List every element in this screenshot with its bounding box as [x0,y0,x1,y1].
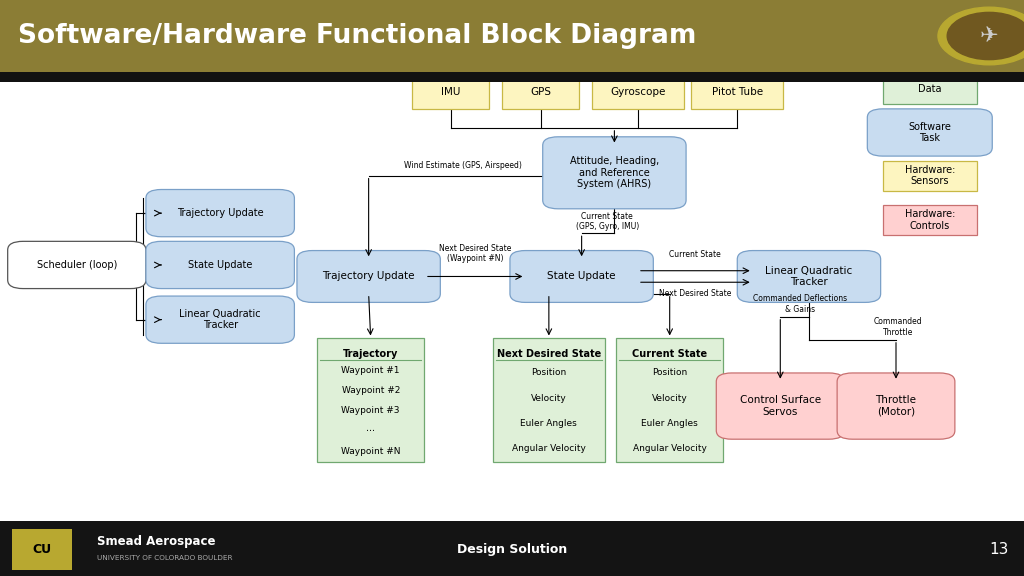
Text: Waypoint #2: Waypoint #2 [341,386,400,395]
FancyBboxPatch shape [146,190,295,237]
FancyBboxPatch shape [493,339,605,462]
Text: Wind Estimate (GPS, Airspeed): Wind Estimate (GPS, Airspeed) [404,161,522,170]
Text: Waypoint #3: Waypoint #3 [341,406,400,415]
Text: Euler Angles: Euler Angles [641,419,698,428]
Text: ⋯: ⋯ [367,426,375,435]
Text: Attitude, Heading,
and Reference
System (AHRS): Attitude, Heading, and Reference System … [569,156,659,190]
Circle shape [938,7,1024,65]
Text: ✈: ✈ [980,26,998,46]
FancyBboxPatch shape [883,205,977,235]
Text: Scheduler (loop): Scheduler (loop) [37,260,117,270]
Text: Next Desired State: Next Desired State [497,349,601,359]
FancyBboxPatch shape [146,296,295,343]
Text: Current State
(GPS, Gyro, IMU): Current State (GPS, Gyro, IMU) [575,212,639,232]
Text: Current State: Current State [670,250,721,259]
FancyBboxPatch shape [510,251,653,302]
FancyBboxPatch shape [838,373,954,439]
FancyBboxPatch shape [503,75,580,109]
Text: Linear Quadratic
Tracker: Linear Quadratic Tracker [179,309,261,331]
FancyBboxPatch shape [883,161,977,191]
Text: Velocity: Velocity [652,393,687,403]
Text: Commanded Deflections
& Gains: Commanded Deflections & Gains [753,294,847,314]
Text: Velocity: Velocity [531,393,566,403]
Text: State Update: State Update [188,260,252,270]
Text: Angular Velocity: Angular Velocity [633,444,707,453]
FancyBboxPatch shape [717,373,844,439]
Circle shape [947,13,1024,60]
Text: Throttle
(Motor): Throttle (Motor) [876,395,916,417]
Text: CU: CU [33,543,51,556]
FancyBboxPatch shape [12,529,72,570]
Text: Trajectory: Trajectory [343,349,398,359]
Text: Position: Position [652,369,687,377]
Text: Hardware:
Sensors: Hardware: Sensors [904,165,955,187]
FancyBboxPatch shape [0,72,1024,82]
FancyBboxPatch shape [146,241,295,289]
FancyBboxPatch shape [0,521,1024,576]
Text: Current State: Current State [632,349,708,359]
Text: Gyroscope: Gyroscope [610,87,666,97]
Text: 13: 13 [989,542,1009,557]
Text: Data: Data [919,84,941,94]
Text: Next Desired State
(Waypoint #N): Next Desired State (Waypoint #N) [439,244,511,263]
FancyBboxPatch shape [317,339,424,462]
Text: Trajectory Update: Trajectory Update [323,271,415,282]
FancyBboxPatch shape [691,75,783,109]
FancyBboxPatch shape [8,241,146,289]
Text: Pitot Tube: Pitot Tube [712,87,763,97]
Text: GPS: GPS [530,87,551,97]
Text: Software/Hardware Functional Block Diagram: Software/Hardware Functional Block Diagr… [18,23,696,49]
Text: Software
Task: Software Task [908,122,951,143]
Text: Hardware:
Controls: Hardware: Controls [904,209,955,231]
Text: Position: Position [531,369,566,377]
FancyBboxPatch shape [883,74,977,104]
Text: Angular Velocity: Angular Velocity [512,444,586,453]
Text: Waypoint #N: Waypoint #N [341,446,400,456]
Text: Trajectory Update: Trajectory Update [177,208,263,218]
Text: Next Desired State: Next Desired State [659,289,731,298]
Text: Waypoint #1: Waypoint #1 [341,366,400,375]
FancyBboxPatch shape [412,75,489,109]
FancyBboxPatch shape [592,75,684,109]
Text: State Update: State Update [548,271,615,282]
FancyBboxPatch shape [616,339,723,462]
Text: IMU: IMU [441,87,460,97]
FancyBboxPatch shape [737,251,881,302]
Text: Smead Aerospace: Smead Aerospace [97,535,216,548]
Text: Euler Angles: Euler Angles [520,419,578,428]
Text: Commanded
Throttle: Commanded Throttle [873,317,923,337]
FancyBboxPatch shape [543,137,686,209]
Text: Linear Quadratic
Tracker: Linear Quadratic Tracker [765,266,853,287]
FancyBboxPatch shape [297,251,440,302]
Text: UNIVERSITY OF COLORADO BOULDER: UNIVERSITY OF COLORADO BOULDER [97,555,232,560]
Text: Control Surface
Servos: Control Surface Servos [739,395,821,417]
FancyBboxPatch shape [0,0,1024,72]
Text: Design Solution: Design Solution [457,543,567,556]
FancyBboxPatch shape [867,109,992,156]
